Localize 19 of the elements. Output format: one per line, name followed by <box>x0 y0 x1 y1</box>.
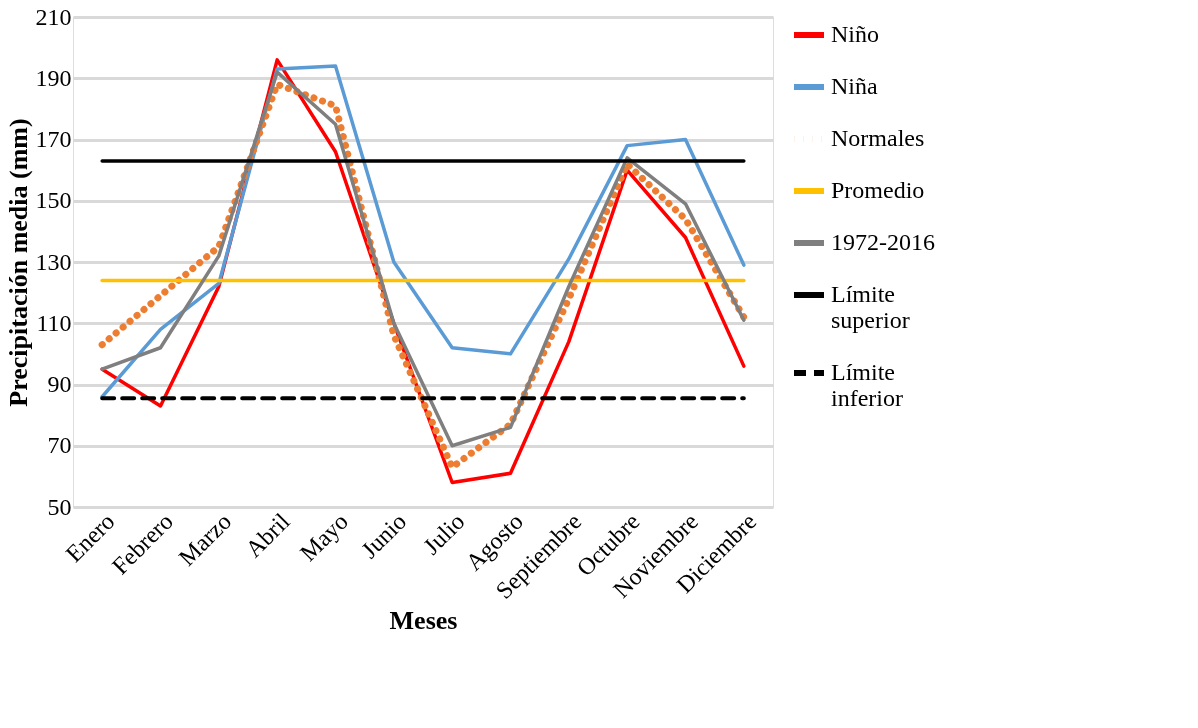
x-tick-label: Julio <box>418 508 470 560</box>
x-axis-title: Meses <box>389 605 458 635</box>
y-tick-label: 50 <box>47 493 72 520</box>
y-tick-label: 130 <box>35 248 72 275</box>
legend-label: 1972-2016 <box>831 229 935 255</box>
y-tick-label: 90 <box>47 371 72 397</box>
y-tick-label: 110 <box>36 309 72 336</box>
legend-label: Límite inferior <box>831 359 903 411</box>
y-tick-label: 70 <box>47 432 72 459</box>
legend-label: Límite superior <box>831 281 910 333</box>
legend-label: Normales <box>831 125 925 151</box>
y-tick-label: 190 <box>35 64 72 91</box>
y-tick-label: 170 <box>35 126 72 152</box>
y-tick-label: 210 <box>35 3 72 30</box>
legend-label: Promedio <box>831 177 925 203</box>
legend-label: Niña <box>831 73 878 99</box>
y-axis-title: Precipitación media (mm) <box>3 118 33 407</box>
legend-label: Niño <box>831 21 879 47</box>
y-tick-label: 150 <box>35 187 72 214</box>
